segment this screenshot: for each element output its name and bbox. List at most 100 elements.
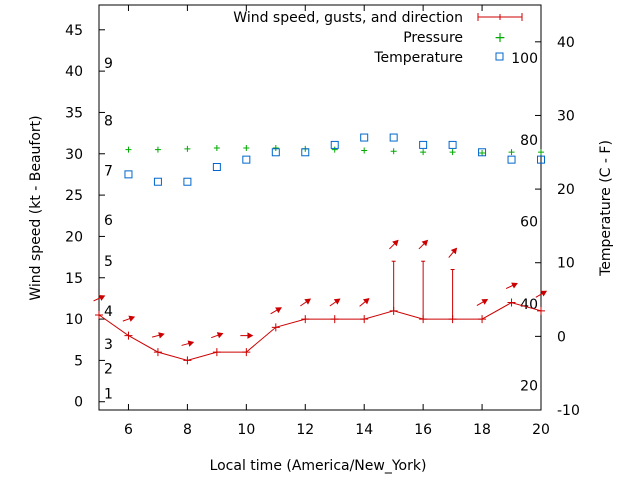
y-axis-ticks: 0 5 10 15 20 25 30 35 40 45 bbox=[65, 23, 105, 411]
direction-arrowhead bbox=[333, 298, 341, 305]
beaufort-label: 2 bbox=[104, 362, 113, 378]
wind-point bbox=[301, 315, 310, 324]
y-tick-label: 45 bbox=[65, 23, 83, 39]
x-axis-ticks: 6 8 10 12 14 16 18 20 bbox=[124, 5, 550, 438]
y-tick-label: 40 bbox=[65, 64, 83, 80]
wind-point bbox=[537, 306, 545, 315]
pressure-point bbox=[184, 145, 191, 152]
wind-point bbox=[242, 348, 251, 357]
fahrenheit-label: 80 bbox=[520, 133, 538, 149]
direction-arrowhead bbox=[540, 290, 548, 297]
gust-series bbox=[391, 260, 455, 320]
direction-arrowhead bbox=[247, 332, 254, 339]
beaufort-label: 3 bbox=[104, 337, 113, 353]
legend-label-pressure: Pressure bbox=[403, 30, 463, 46]
direction-arrowhead bbox=[128, 315, 136, 322]
beaufort-label: 8 bbox=[104, 114, 113, 130]
temperature-point bbox=[153, 177, 162, 186]
pressure-point bbox=[390, 148, 397, 155]
pressure-point bbox=[508, 149, 515, 156]
beaufort-label: 4 bbox=[104, 304, 113, 320]
temperature-point bbox=[360, 133, 369, 142]
pressure-point bbox=[272, 144, 279, 151]
fahrenheit-label: 20 bbox=[520, 379, 538, 395]
legend-label-wind: Wind speed, gusts, and direction bbox=[233, 10, 463, 26]
wind-point bbox=[153, 348, 162, 357]
wind-point bbox=[124, 331, 133, 340]
pressure-point bbox=[479, 149, 486, 156]
fahrenheit-label: 100 bbox=[511, 51, 538, 67]
direction-arrowhead bbox=[187, 340, 195, 347]
pressure-point bbox=[154, 146, 161, 153]
temperature-point bbox=[537, 155, 545, 164]
direction-arrowhead bbox=[304, 298, 312, 305]
legend-swatch-pressure: + bbox=[494, 30, 506, 46]
wind-point bbox=[507, 298, 516, 307]
y-tick-label: 30 bbox=[65, 147, 83, 163]
fahrenheit-label: 40 bbox=[520, 297, 538, 313]
y-tick-label: 35 bbox=[65, 105, 83, 121]
temperature-point bbox=[301, 148, 310, 157]
legend-label-temperature: Temperature bbox=[373, 50, 463, 66]
direction-arrows bbox=[93, 239, 548, 347]
x-tick-label: 20 bbox=[532, 422, 550, 438]
temperature-series bbox=[124, 133, 545, 186]
direction-arrowhead bbox=[158, 332, 165, 339]
x-tick-label: 12 bbox=[296, 422, 314, 438]
y-tick-label: 5 bbox=[74, 353, 83, 369]
temperature-point bbox=[242, 155, 251, 164]
direction-arrowhead bbox=[421, 239, 429, 247]
y-tick-label: 0 bbox=[74, 395, 83, 411]
temperature-point bbox=[507, 155, 516, 164]
pressure-series bbox=[125, 144, 544, 156]
plot-frame bbox=[98, 4, 542, 411]
beaufort-label: 1 bbox=[104, 386, 113, 402]
wind-point bbox=[212, 348, 221, 357]
y-tick-label: 25 bbox=[65, 188, 83, 204]
temperature-point bbox=[183, 177, 192, 186]
temperature-point bbox=[389, 133, 398, 142]
y2-tick-label: 0 bbox=[557, 329, 566, 345]
y2-tick-label: -10 bbox=[557, 403, 580, 419]
y2-tick-label: 10 bbox=[557, 256, 575, 272]
fahrenheit-labels: 20 40 60 80 100 bbox=[511, 51, 538, 395]
pressure-point bbox=[213, 144, 220, 151]
direction-arrowhead bbox=[98, 295, 106, 301]
pressure-point bbox=[538, 149, 544, 156]
pressure-point bbox=[361, 147, 368, 154]
y2-tick-label: 20 bbox=[557, 182, 575, 198]
pressure-point bbox=[125, 146, 132, 153]
y-tick-label: 15 bbox=[65, 271, 83, 287]
wind-line bbox=[98, 302, 542, 361]
beaufort-label: 5 bbox=[104, 254, 113, 270]
legend: Wind speed, gusts, and direction Pressur… bbox=[233, 10, 523, 66]
y2-axis-label: Temperature (C - F) bbox=[598, 140, 614, 277]
y-tick-label: 10 bbox=[65, 312, 83, 328]
y2-axis-ticks: -10 0 10 20 30 40 bbox=[535, 35, 580, 419]
temperature-point bbox=[478, 148, 487, 157]
temperature-point bbox=[448, 140, 457, 149]
wind-point bbox=[271, 323, 280, 332]
wind-point bbox=[183, 356, 192, 365]
wind-point bbox=[330, 315, 339, 324]
fahrenheit-label: 60 bbox=[520, 214, 538, 230]
x-tick-label: 8 bbox=[183, 422, 192, 438]
beaufort-label: 6 bbox=[104, 213, 113, 229]
temperature-point bbox=[212, 163, 221, 171]
direction-arrowhead bbox=[216, 332, 224, 339]
direction-arrowhead bbox=[511, 282, 518, 289]
pressure-point bbox=[420, 149, 427, 156]
x-tick-label: 6 bbox=[124, 422, 133, 438]
beaufort-label: 9 bbox=[104, 56, 113, 72]
y-tick-label: 20 bbox=[65, 229, 83, 245]
direction-arrowhead bbox=[481, 299, 489, 305]
x-tick-label: 18 bbox=[473, 422, 491, 438]
pressure-point bbox=[331, 146, 338, 153]
temperature-point bbox=[330, 140, 339, 149]
x-axis-label: Local time (America/New_York) bbox=[210, 458, 427, 474]
wind-point bbox=[478, 315, 487, 324]
wind-point bbox=[360, 315, 369, 324]
temperature-point bbox=[124, 170, 133, 179]
temperature-point bbox=[271, 148, 280, 157]
